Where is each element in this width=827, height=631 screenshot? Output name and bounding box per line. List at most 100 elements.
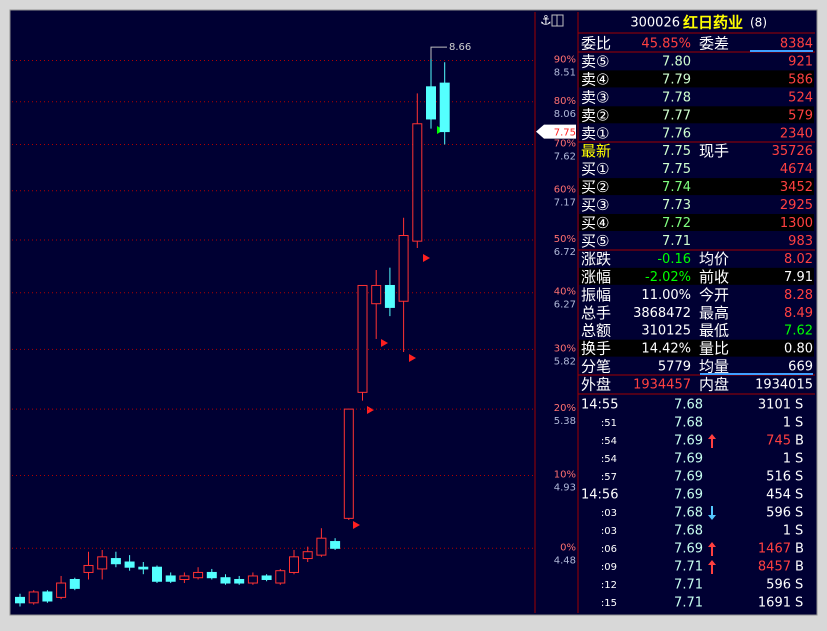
- quote-cell: 最新: [581, 142, 611, 160]
- quote-cell: 8.28: [784, 288, 813, 303]
- candle-up: [289, 556, 299, 573]
- quote-cell: 买④: [581, 214, 609, 232]
- tick-side: S: [795, 524, 803, 539]
- quote-cell: 7.71: [662, 234, 691, 249]
- tick-side: S: [795, 596, 803, 611]
- quote-cell: 卖②: [581, 106, 609, 124]
- candle-down: [124, 561, 135, 568]
- tick-time: :03: [601, 508, 617, 519]
- candle-up: [343, 408, 354, 519]
- tick-volume: 3101: [758, 398, 791, 413]
- stock-suffix: (8): [750, 16, 767, 30]
- max-label: 8.66: [449, 42, 471, 53]
- quote-cell: 7.75: [662, 144, 691, 159]
- tick-price: 7.71: [674, 560, 703, 575]
- tick-volume: 1: [783, 524, 791, 539]
- candle-down: [330, 541, 341, 549]
- tick-side: S: [795, 506, 803, 521]
- quote-cell: 卖⑤: [581, 52, 609, 70]
- tick-price: 7.71: [674, 578, 703, 593]
- tick-time: :03: [601, 526, 617, 537]
- quote-cell: 1934015: [755, 378, 813, 393]
- candle-down: [261, 575, 272, 580]
- tick-time: :51: [601, 418, 617, 429]
- tick-side: S: [795, 578, 803, 593]
- quote-cell: 买③: [581, 196, 609, 214]
- tick-side: S: [795, 488, 803, 503]
- quote-cell: 7.78: [662, 90, 691, 105]
- quote-cell: 总手: [581, 304, 611, 322]
- quote-cell: 委比: [581, 35, 611, 53]
- candle-up: [179, 575, 190, 580]
- row-highlight: [579, 70, 814, 88]
- row-highlight: [579, 214, 814, 231]
- candle-down: [220, 577, 231, 584]
- tick-time: :54: [601, 436, 617, 447]
- quote-cell: 579: [788, 108, 813, 123]
- y-tick-label: 7.62: [554, 151, 576, 162]
- candle-up: [193, 571, 204, 579]
- candle-down: [234, 578, 245, 584]
- candle-down: [110, 558, 121, 565]
- candle-up: [28, 591, 39, 604]
- quote-cell: 7.75: [662, 162, 691, 177]
- candle-down: [69, 578, 80, 589]
- quote-cell: 7.76: [662, 126, 691, 141]
- candle-up: [83, 564, 94, 573]
- tick-price: 7.68: [674, 506, 703, 521]
- signal-marker: [367, 406, 374, 414]
- tick-arrow-down: [708, 506, 716, 520]
- row-highlight: [579, 339, 814, 357]
- y-tick-pct: 0%: [560, 542, 576, 553]
- tick-time: :15: [601, 598, 617, 609]
- signal-marker: [353, 521, 360, 529]
- quote-cell: 8384: [780, 37, 813, 52]
- quote-cell: 1934457: [633, 378, 691, 393]
- anchor-icon[interactable]: ⚓: [540, 14, 552, 29]
- y-tick-label: 6.27: [554, 300, 576, 311]
- y-tick-label: 6.72: [554, 247, 576, 258]
- candle-down: [165, 575, 176, 582]
- stock-name: 红日药业: [683, 14, 743, 32]
- tick-price: 7.69: [674, 452, 703, 467]
- y-tick-pct: 60%: [554, 185, 576, 196]
- tick-price: 7.68: [674, 398, 703, 413]
- quote-cell: 2340: [780, 126, 813, 141]
- quote-cell: 1300: [780, 216, 813, 231]
- candle-up: [412, 123, 423, 242]
- row-highlight: [579, 178, 814, 196]
- candle-down: [206, 571, 217, 579]
- row-highlight: [579, 267, 814, 285]
- quote-cell: 最低: [699, 322, 729, 340]
- quote-cell: -0.16: [657, 252, 691, 267]
- quote-cell: 委差: [699, 35, 729, 53]
- tick-price: 7.68: [674, 416, 703, 431]
- quote-cell: 8.02: [784, 252, 813, 267]
- row-highlight: [579, 106, 814, 124]
- tick-price: 7.69: [674, 488, 703, 503]
- quote-cell: 7.79: [662, 72, 691, 87]
- quote-cell: 外盘: [581, 376, 611, 394]
- quote-cell: 7.77: [662, 108, 691, 123]
- quote-cell: 7.73: [662, 198, 691, 213]
- stock-code: 300026: [630, 16, 680, 31]
- candle-up: [316, 537, 327, 556]
- tick-time: :57: [601, 472, 617, 483]
- quote-cell: 983: [788, 234, 813, 249]
- tick-volume: 1691: [758, 596, 791, 611]
- tick-side: B: [795, 434, 804, 449]
- tick-side: S: [795, 398, 803, 413]
- tick-price: 7.68: [674, 524, 703, 539]
- tick-side: S: [795, 452, 803, 467]
- quote-cell: 卖①: [581, 124, 609, 142]
- quote-cell: 振幅: [581, 286, 611, 304]
- quote-cell: 0.80: [784, 342, 813, 357]
- quote-cell: 最高: [699, 304, 729, 322]
- tick-arrow-up: [708, 542, 716, 556]
- tick-time: 14:56: [581, 488, 618, 503]
- tick-volume: 454: [766, 488, 791, 503]
- quote-cell: 涨跌: [581, 250, 611, 268]
- candle-down: [138, 566, 149, 570]
- quote-cell: 分笔: [581, 358, 611, 376]
